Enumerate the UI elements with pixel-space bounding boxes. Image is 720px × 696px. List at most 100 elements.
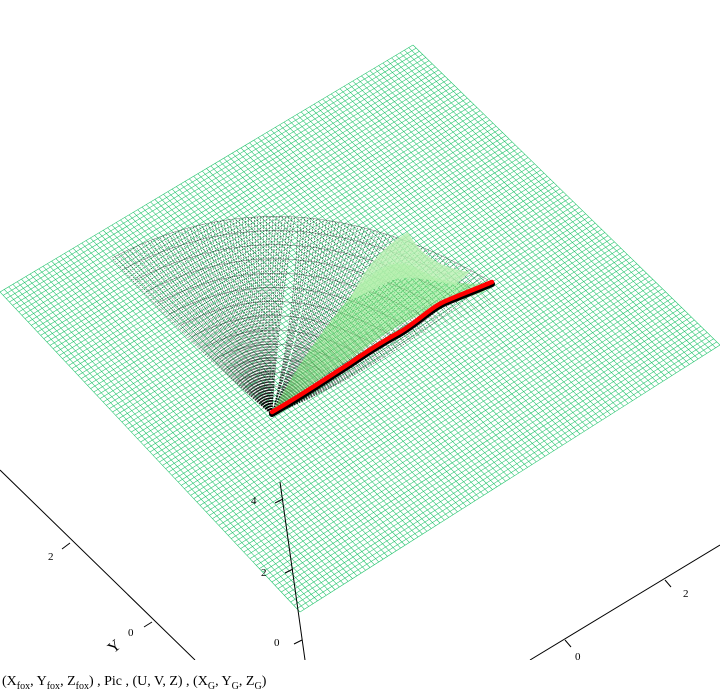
fan-ray — [271, 279, 489, 416]
fan-ray — [177, 230, 273, 416]
plane-grid-line — [313, 103, 620, 410]
fan-ray — [271, 227, 362, 416]
plane-grid-line — [309, 106, 616, 412]
plane-grid-line — [246, 291, 666, 556]
y-axis-label: Y — [105, 636, 125, 657]
y-axis: 2 0 — [529, 544, 720, 660]
plane-grid-line — [356, 78, 664, 382]
caption-part: ) , Pic , (U, V, Z) , (X — [88, 674, 208, 689]
fan-ray — [271, 228, 369, 416]
fan-ray — [244, 217, 273, 416]
fan-ray — [271, 216, 296, 416]
plane-grid-line — [284, 329, 705, 596]
fan-ray — [267, 216, 273, 416]
fan-ray — [260, 216, 273, 416]
fan-ray — [171, 232, 273, 416]
plane-grid-line — [395, 55, 703, 357]
x-axis-tick-label: 2 — [48, 551, 54, 563]
fan-ray — [180, 229, 273, 416]
fan-ray — [211, 222, 273, 416]
shaded-surface-peak — [350, 232, 470, 300]
surface-plot-3d: 2 0 Y 2 0 4 2 0 — [0, 44, 720, 660]
fan-ray — [189, 227, 273, 416]
y-axis-line — [529, 544, 720, 660]
fan-ray — [271, 217, 308, 416]
fan-ray — [254, 217, 273, 416]
fan-ray — [129, 249, 273, 416]
fan-ray — [271, 219, 321, 416]
plane-grid-line — [274, 319, 695, 586]
plane-grid-line — [271, 316, 692, 583]
plane-grid-line — [365, 73, 673, 376]
shaded-surface-mesh — [307, 356, 326, 378]
z-axis-tick-label: 0 — [274, 637, 280, 649]
fan-ray — [271, 218, 315, 416]
plane-grid-line — [318, 101, 624, 407]
fan-ray — [183, 229, 273, 416]
plane-grid-line — [281, 326, 701, 593]
z-axis-line — [279, 481, 306, 660]
fan-ray — [135, 246, 273, 416]
fan-ray — [263, 216, 273, 416]
fan-ray — [271, 232, 381, 416]
x-axis-tick — [61, 542, 71, 550]
fan-ray — [257, 216, 273, 416]
fan-ray — [138, 245, 273, 416]
plane-grid-line — [391, 57, 699, 360]
fan-ray — [271, 216, 283, 416]
fan-ray — [270, 216, 277, 416]
fan-ring — [111, 216, 489, 281]
shaded-surface-mesh — [299, 359, 319, 381]
plane-grid-line — [277, 322, 698, 589]
fan-ray — [117, 254, 273, 416]
x-axis-tick-label: 0 — [128, 627, 134, 639]
plane-grid-line — [268, 313, 689, 579]
plane-grid-line — [262, 307, 682, 573]
fan-ray — [220, 220, 273, 416]
shaded-surface-mesh — [371, 328, 391, 349]
fan-ray — [202, 224, 273, 416]
plane-grid-line — [287, 332, 708, 599]
plane-grid-line — [386, 60, 694, 362]
fan-ray — [271, 260, 453, 416]
fan-ray — [192, 226, 273, 416]
plane-grid-line — [352, 80, 659, 385]
plane-grid-line — [296, 114, 603, 421]
fan-ray — [174, 231, 273, 416]
plane-grid-line — [259, 304, 679, 569]
plane-grid-line — [399, 52, 708, 354]
fan-ray — [147, 241, 273, 416]
caption-subscript: fox — [75, 680, 89, 692]
caption-subscript: G — [254, 680, 262, 692]
fan-ray — [126, 250, 273, 416]
fan-ray — [271, 218, 311, 416]
plane-grid-line — [412, 44, 720, 346]
caption-subscript: G — [231, 680, 239, 692]
z-axis-tick — [293, 639, 303, 645]
plot-caption: (Xfox, Yfox, Zfox) , Pic , (U, V, Z) , (… — [2, 674, 266, 692]
caption-part: ) — [261, 674, 267, 689]
fan-ray — [271, 218, 318, 416]
fan-ray — [271, 227, 365, 416]
fan-ray — [198, 225, 273, 416]
fan-ray — [271, 216, 286, 416]
fan-ray — [271, 274, 479, 416]
plane-grid-line — [322, 98, 629, 404]
shaded-surface-band — [272, 263, 488, 412]
fan-ray — [150, 240, 273, 416]
plane-grid-line — [305, 109, 611, 415]
caption-part: , Y — [30, 674, 47, 689]
x-axis-tick — [143, 621, 153, 628]
fan-ray — [271, 217, 299, 416]
fan-ray — [271, 220, 327, 416]
plane-grid-line — [378, 65, 686, 368]
caption-subscript: fox — [46, 680, 61, 692]
fan-ray — [217, 221, 273, 416]
caption-subscript: fox — [16, 680, 31, 692]
fan-ray — [162, 235, 273, 416]
plane-grid-line — [290, 335, 711, 603]
fan-ray — [205, 223, 273, 416]
fan-ray — [269, 216, 274, 416]
fan-ray — [214, 221, 273, 416]
plane-grid-line — [408, 47, 716, 348]
